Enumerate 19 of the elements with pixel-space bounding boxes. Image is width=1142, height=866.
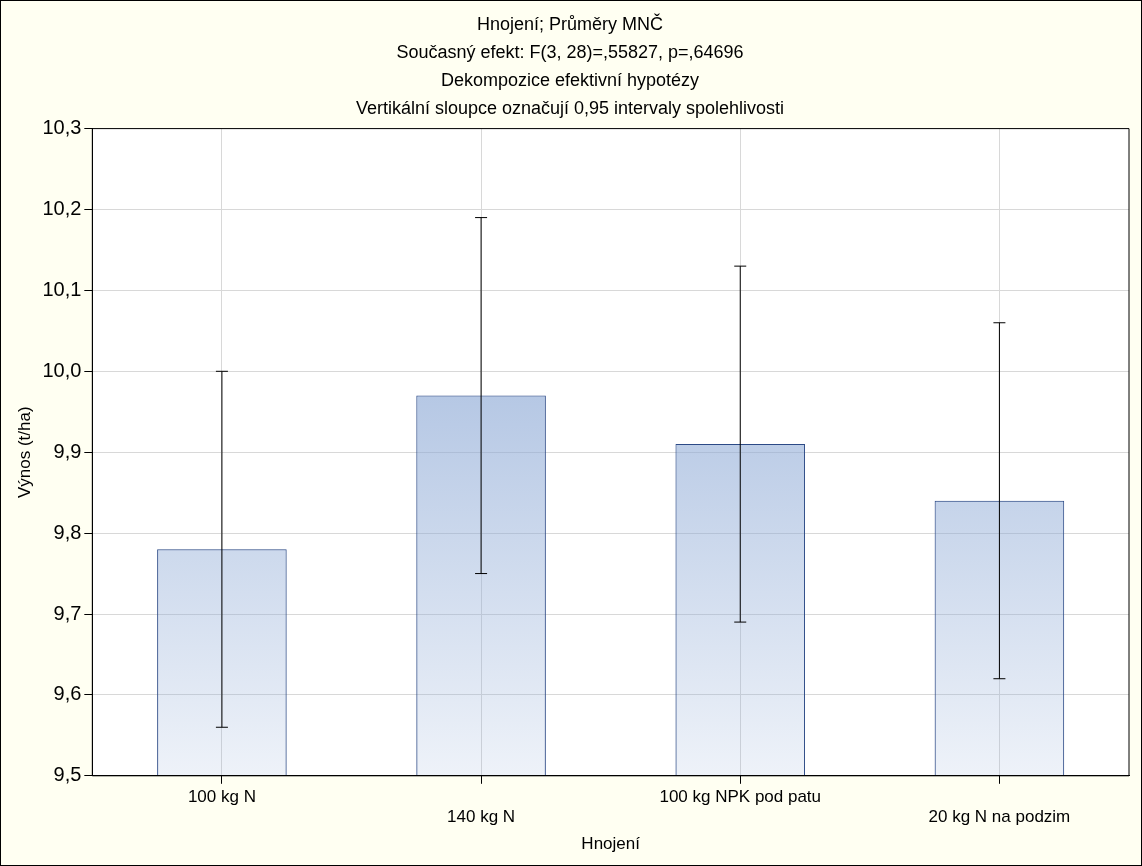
x-tick-label: 20 kg N na podzim [928,807,1071,827]
y-axis-title: Výnos (t/ha) [14,406,34,499]
y-tick-label: 9,6 [53,682,82,705]
y-tick-label: 9,7 [53,601,82,624]
x-tick-label: 100 kg N [187,786,256,806]
chart-title: Hnojení; Průměry MNČ [476,12,664,34]
text: Vertikální sloupce označují 0,95 intervaly spolehlivosti [355,97,785,118]
y-tick-label: 9,5 [53,763,82,786]
y-tick-label: 10,0 [42,358,82,381]
y-tick-label: 10,2 [42,197,82,220]
x-tick-label: 100 kg NPK pod patu [659,786,822,806]
chart-subtitle: Současný efekt: F(3, 28)=,55827, p=,64696 [396,41,744,62]
x-axis-title: Hnojení [581,834,641,854]
x-tick-label: 140 kg N [447,807,516,827]
y-tick-label: 9,8 [53,520,82,543]
text: Dekompozice efektivní hypotézy [440,69,700,90]
y-tick-label: 9,9 [53,439,82,462]
y-tick-label: 10,1 [42,277,82,300]
y-tick-label: 10,3 [42,116,82,139]
